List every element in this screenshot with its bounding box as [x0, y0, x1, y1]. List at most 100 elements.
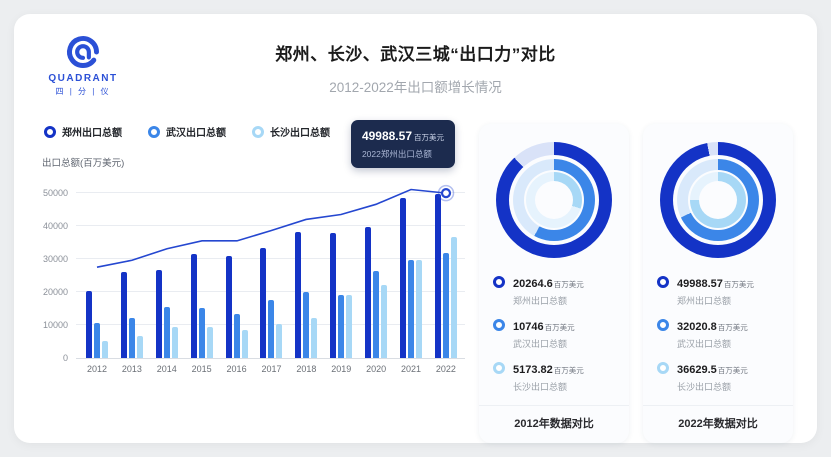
bar-2017-s0 [260, 248, 267, 358]
bar-2013-s1 [128, 318, 135, 358]
donut-legend-value-line: 5173.82百万美元 [513, 360, 584, 378]
donut-chart [660, 142, 776, 258]
bar-group-2013 [120, 177, 143, 358]
bar-2017-s1 [268, 300, 275, 358]
bar-2022-s1 [442, 252, 449, 358]
bar-2015-s0 [190, 254, 197, 358]
bar-group-2014 [155, 177, 178, 358]
legend-item-2[interactable]: 长沙出口总额 [252, 124, 330, 139]
bar-2014-s1 [163, 307, 170, 358]
donut-legend-text: 10746百万美元 武汉出口总额 [513, 317, 575, 350]
donut-legend-label: 武汉出口总额 [513, 339, 568, 349]
donut-legend-value-line: 49988.57百万美元 [677, 274, 754, 292]
bar-group-2012 [86, 177, 108, 358]
bar-group-2016 [225, 177, 248, 358]
bar-2022-s2 [450, 237, 457, 358]
bar-2012-s2 [102, 340, 108, 358]
donut-legend-text: 20264.6百万美元郑州出口总额 [513, 274, 584, 307]
y-tick-label: 20000 [42, 286, 68, 297]
bar-2018-s0 [295, 231, 302, 358]
donut-legend-unit: 百万美元 [553, 280, 584, 289]
main-content: 郑州出口总额 武汉出口总额 长沙出口总额 49988.57 百万美元 2022郑州出口… [14, 96, 817, 443]
donut-legend-marker-icon [657, 276, 669, 288]
legend-item-1[interactable]: 武汉出口总额 [148, 124, 226, 139]
bar-group-2015 [190, 177, 213, 358]
panel-caption: 2012年数据对比 [479, 405, 629, 443]
y-axis: 0 10000 20000 30000 40000 50000 [40, 177, 76, 363]
x-tick-label: 2013 [121, 364, 142, 374]
donut-legend-value: 5173.82 [513, 364, 553, 376]
bar-2021-s2 [416, 259, 423, 358]
donut-legend-unit: 百万美元 [544, 323, 575, 332]
legend-item-0[interactable]: 郑州出口总额 [44, 124, 122, 139]
donut-legend-value-line: 36629.5百万美元 [677, 360, 748, 378]
legend-label: 武汉出口总额 [166, 128, 226, 139]
bar-group-2022 [434, 177, 457, 358]
tooltip-value: 49988.57 [361, 129, 412, 143]
x-axis: 2012 2013 2014 2015 2016 2017 2018 2019 2020 2021… [76, 359, 465, 374]
donut-legend-marker-icon [657, 362, 669, 374]
bar-2012-s1 [94, 322, 100, 358]
donut-legend-unit: 百万美元 [553, 366, 584, 375]
x-tick-label: 2014 [156, 364, 177, 374]
x-tick-label: 2019 [331, 364, 352, 374]
x-tick-label: 2020 [366, 364, 387, 374]
donut-hole-2 [535, 181, 573, 219]
bar-2019-s2 [346, 294, 353, 358]
donut-panel-2012: 20264.6百万美元 郑州出口总额 10746百万美元 武汉出口总额 5173.82百… [479, 124, 629, 443]
donut-legend-value: 32020.8 [677, 321, 717, 333]
page-header: 郑州、长沙、武汉三城“出口力”对比 2012-2022年出口额增长情况 [14, 14, 817, 96]
bar-2012-s0 [86, 291, 92, 358]
page-title: 郑州、长沙、武汉三城“出口力”对比 [275, 45, 556, 64]
panel-caption: 2022年数据对比 [643, 405, 793, 443]
y-tick-label: 0 [62, 353, 68, 363]
y-tick-label: 40000 [42, 220, 68, 231]
x-tick-label: 2022 [435, 364, 456, 374]
donut-legend-marker-icon [493, 362, 505, 374]
x-tick-label: 2012 [86, 364, 108, 374]
donut-chart [496, 142, 612, 258]
bar-2015-s2 [206, 327, 213, 358]
donut-legend-text: 5173.82百万美元 长沙出口总额 [513, 360, 584, 393]
donut-legend-text: 32020.8百万美元武汉出口总额 [677, 317, 748, 350]
bar-2014-s0 [155, 270, 162, 358]
donut-legend-item-2: 5173.82百万美元 长沙出口总额 [493, 360, 615, 393]
bar-group-2021 [400, 177, 423, 358]
plot-row: 0 10000 20000 30000 40000 50000 [40, 177, 465, 363]
donut-legend-label: 郑州出口总额 [513, 296, 568, 306]
bar-2022-s0 [434, 193, 441, 358]
donut-legend: 20264.6百万美元 郑州出口总额 10746百万美元 武汉出口总额 5173.82百… [493, 274, 615, 403]
bar-group-2019 [330, 177, 353, 358]
tooltip-unit: 百万美元 [414, 133, 444, 142]
donut-legend-label: 长沙出口总额 [677, 382, 732, 392]
x-tick-label: 2021 [401, 364, 422, 374]
donut-legend-text: 36629.5百万美元长沙出口总额 [677, 360, 748, 393]
donut-legend-item-1: 32020.8百万美元武汉出口总额 [657, 317, 779, 350]
bar-chart-section: 郑州出口总额 武汉出口总额 长沙出口总额 49988.57 百万美元 2022郑州出口… [40, 120, 465, 374]
gridline [76, 291, 465, 293]
donut-legend-unit: 百万美元 [723, 280, 754, 289]
donut-legend-value: 49988.57 [677, 278, 723, 290]
bar-2020-s0 [365, 227, 372, 358]
donut-legend-unit: 百万美元 [717, 323, 748, 332]
bar-2018-s2 [311, 317, 318, 358]
plot-area [76, 177, 465, 359]
bar-group-2017 [260, 177, 283, 358]
donut-legend-value: 20264.6 [513, 278, 553, 290]
y-tick-label: 30000 [42, 253, 68, 264]
bar-2014-s2 [171, 327, 178, 358]
bar-2018-s1 [303, 291, 310, 358]
legend-label: 长沙出口总额 [270, 128, 330, 139]
donut-legend-unit: 百万美元 [717, 366, 748, 375]
donut-legend-label: 郑州出口总额 [677, 296, 732, 306]
x-tick-label: 2016 [226, 364, 247, 374]
bar-2020-s2 [381, 285, 388, 358]
bar-2013-s0 [120, 272, 127, 358]
legend-marker-icon [252, 125, 264, 138]
donut-legend-label: 武汉出口总额 [677, 339, 732, 349]
donut-legend-marker-icon [493, 319, 505, 331]
brand-name: QUADRANT [48, 73, 118, 84]
bar-2020-s1 [373, 271, 380, 358]
x-tick-label: 2017 [261, 364, 282, 374]
x-tick-label: 2018 [296, 364, 317, 374]
